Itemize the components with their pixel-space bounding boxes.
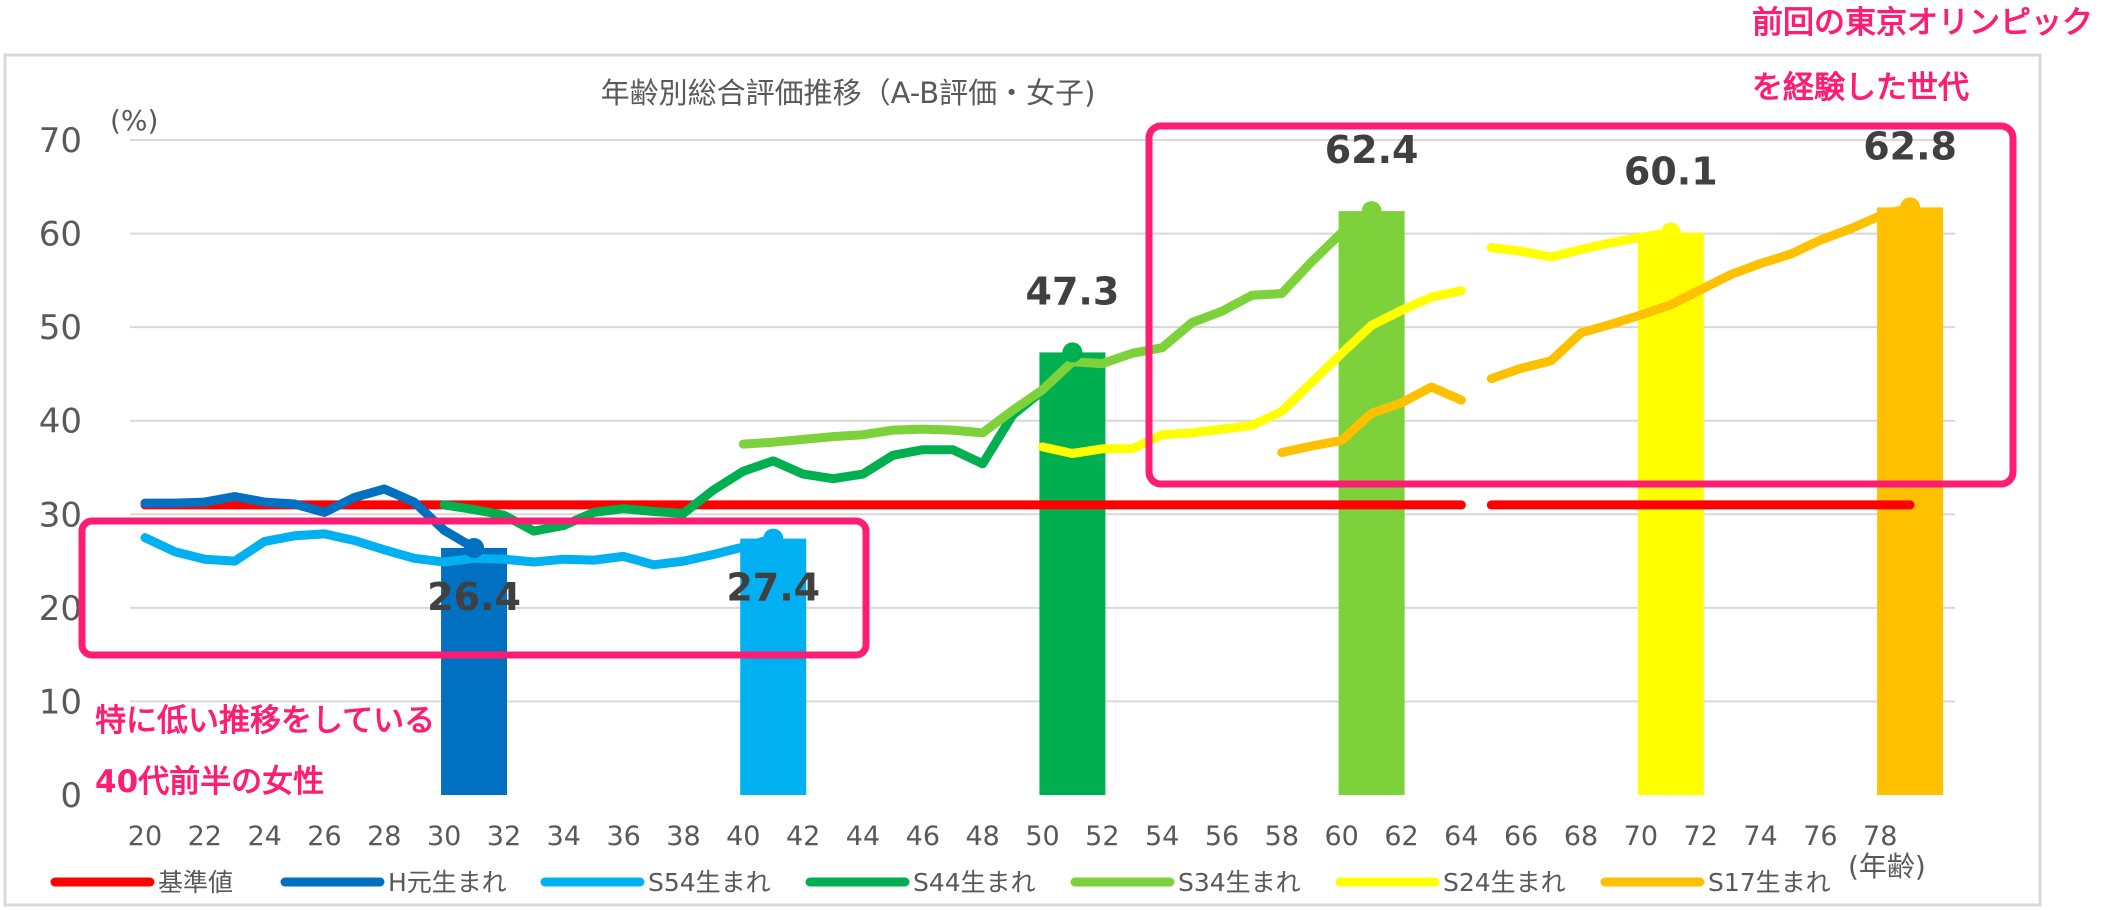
x-tick-label: 38 xyxy=(666,821,700,852)
highlight-box-older-generations xyxy=(1145,122,2017,488)
bar-value-label: 47.3 xyxy=(1026,269,1120,313)
bar-value-label: 62.4 xyxy=(1325,128,1419,172)
legend-label: S17生まれ xyxy=(1708,868,1831,897)
callout-older-line2: を経験した世代 xyxy=(1752,70,1969,106)
x-tick-label: 62 xyxy=(1384,821,1418,852)
callout-older-line1: 前回の東京オリンピック xyxy=(1752,5,2093,41)
callout-low-line1: 特に低い推移をしている xyxy=(95,703,435,739)
x-tick-label: 22 xyxy=(188,821,222,852)
bar-value-label: 60.1 xyxy=(1624,150,1718,194)
x-tick-label: 40 xyxy=(726,821,760,852)
bar-top-marker xyxy=(1062,342,1083,363)
x-tick-label: 26 xyxy=(307,821,341,852)
legend: 基準値 H元生まれ S54生まれ S44生まれ S34生まれ S24生まれ S17生まれ xyxy=(50,868,1831,897)
series-line xyxy=(140,484,479,553)
x-tick-label: 24 xyxy=(247,821,281,852)
x-tick-label: 54 xyxy=(1145,821,1179,852)
x-tick-label: 68 xyxy=(1564,821,1598,852)
x-tick-label: 66 xyxy=(1504,821,1538,852)
callout-low-line2: 40代前半の女性 xyxy=(95,764,324,800)
x-tick-label: 72 xyxy=(1684,821,1718,852)
y-tick-label: 10 xyxy=(39,682,82,722)
x-axis: 20 22 24 26 28 30 32 34 36 38 40 42 44 46 48 50 52 54 56 58… xyxy=(128,821,1898,852)
x-tick-label: 74 xyxy=(1743,821,1777,852)
legend-label: S34生まれ xyxy=(1178,868,1301,897)
bar-value-label: 26.4 xyxy=(427,575,521,619)
y-tick-label: 70 xyxy=(39,121,82,161)
y-tick-label: 40 xyxy=(39,402,82,442)
legend-label: S44生まれ xyxy=(913,868,1036,897)
legend-label: S24生まれ xyxy=(1443,868,1566,897)
x-tick-label: 64 xyxy=(1444,821,1478,852)
x-tick-label: 44 xyxy=(846,821,880,852)
series-line xyxy=(439,347,1077,536)
x-tick-label: 70 xyxy=(1624,821,1658,852)
x-axis-unit-label: (年齢) xyxy=(1848,850,1926,883)
y-tick-label: 30 xyxy=(39,495,82,535)
y-axis-unit-label: (%) xyxy=(110,104,158,137)
bar xyxy=(441,547,508,795)
bar-value-labels: 26.4 27.4 47.3 62.4 60.1 62.8 xyxy=(427,124,1957,619)
bar-top-marker xyxy=(1900,197,1921,218)
x-tick-label: 36 xyxy=(606,821,640,852)
x-tick-label: 42 xyxy=(786,821,820,852)
bar-top-marker xyxy=(464,537,485,558)
x-tick-label: 46 xyxy=(906,821,940,852)
chart-title: 年齢別総合評価推移（A-B評価・女子) xyxy=(601,76,1096,110)
legend-label: 基準値 xyxy=(158,868,233,897)
series-line xyxy=(1038,286,1466,458)
x-tick-label: 32 xyxy=(487,821,521,852)
y-tick-label: 20 xyxy=(39,589,82,629)
bar xyxy=(740,538,807,795)
y-tick-label: 60 xyxy=(39,215,82,255)
x-tick-label: 78 xyxy=(1863,821,1897,852)
x-tick-label: 20 xyxy=(128,821,162,852)
x-tick-label: 50 xyxy=(1025,821,1059,852)
series-line xyxy=(1277,382,1466,457)
y-tick-label: 0 xyxy=(60,776,82,816)
bar-top-marker xyxy=(1361,201,1382,222)
series-line xyxy=(1486,202,1915,384)
y-axis: 0 10 20 30 40 50 60 70 xyxy=(39,121,82,816)
x-tick-label: 52 xyxy=(1085,821,1119,852)
bar xyxy=(1637,232,1704,795)
bar-top-marker xyxy=(763,528,784,549)
bar-value-label: 27.4 xyxy=(726,566,820,610)
series-line xyxy=(738,206,1377,449)
bar-top-marker xyxy=(1660,222,1681,243)
x-tick-label: 34 xyxy=(547,821,581,852)
x-tick-label: 56 xyxy=(1205,821,1239,852)
x-tick-label: 30 xyxy=(427,821,461,852)
series-line xyxy=(140,529,778,570)
series-lines xyxy=(140,197,1921,570)
x-tick-label: 60 xyxy=(1325,821,1359,852)
bar-value-label: 62.8 xyxy=(1863,124,1957,168)
x-tick-label: 28 xyxy=(367,821,401,852)
x-tick-label: 76 xyxy=(1803,821,1837,852)
y-tick-label: 50 xyxy=(39,308,82,348)
bar xyxy=(1039,352,1106,795)
x-tick-label: 48 xyxy=(965,821,999,852)
legend-label: S54生まれ xyxy=(648,868,771,897)
legend-label: H元生まれ xyxy=(388,868,507,897)
highlight-box-low-generation xyxy=(78,517,870,659)
series-line xyxy=(1486,228,1676,262)
x-tick-label: 58 xyxy=(1265,821,1299,852)
